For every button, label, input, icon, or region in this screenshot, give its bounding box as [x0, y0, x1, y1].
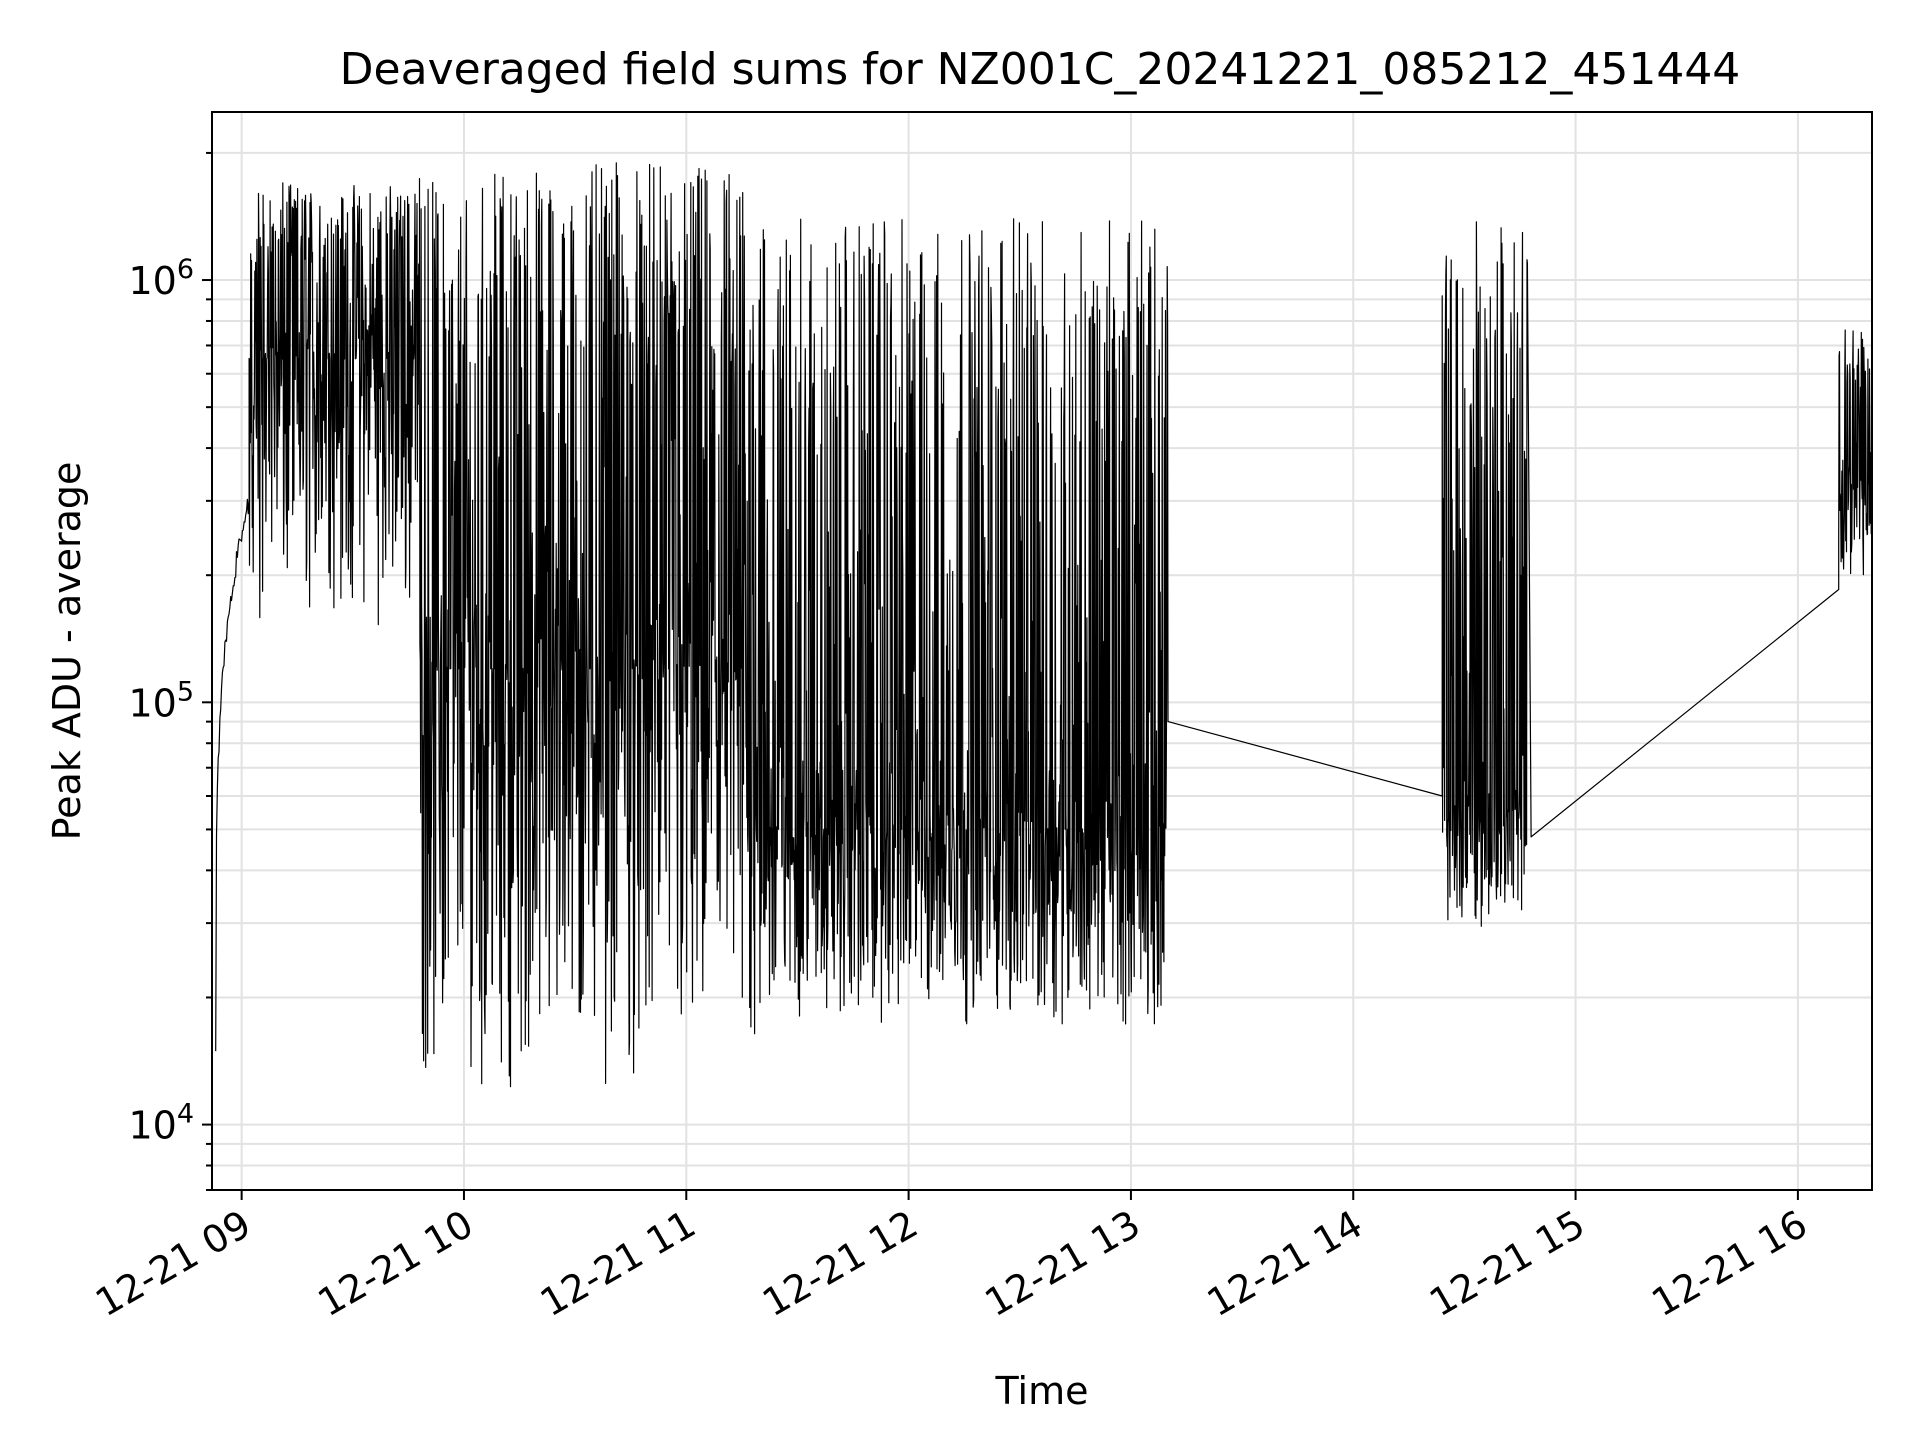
x-tick-label: 12-21 14 [1200, 1202, 1370, 1326]
x-axis-label: Time [995, 1369, 1089, 1413]
data-layer [215, 162, 1873, 1088]
x-tick-label: 12-21 13 [977, 1202, 1147, 1326]
plot-frame [211, 111, 1873, 1191]
x-tick-label: 12-21 10 [310, 1202, 480, 1326]
x-tick-label: 12-21 11 [533, 1202, 703, 1326]
y-tick-label: 105 [128, 676, 194, 725]
x-tick-label: 12-21 15 [1422, 1202, 1592, 1326]
series-line [215, 162, 1873, 1088]
y-axis-label: Peak ADU - average [45, 462, 89, 841]
x-tick-label: 12-21 16 [1644, 1202, 1814, 1326]
x-tick-label: 12-21 09 [88, 1202, 258, 1326]
y-tick-label: 106 [128, 254, 194, 303]
x-tick-label: 12-21 12 [755, 1202, 925, 1326]
y-tick-label: 104 [128, 1099, 194, 1148]
chart-title: Deaveraged field sums for NZ001C_2024122… [340, 44, 1741, 95]
